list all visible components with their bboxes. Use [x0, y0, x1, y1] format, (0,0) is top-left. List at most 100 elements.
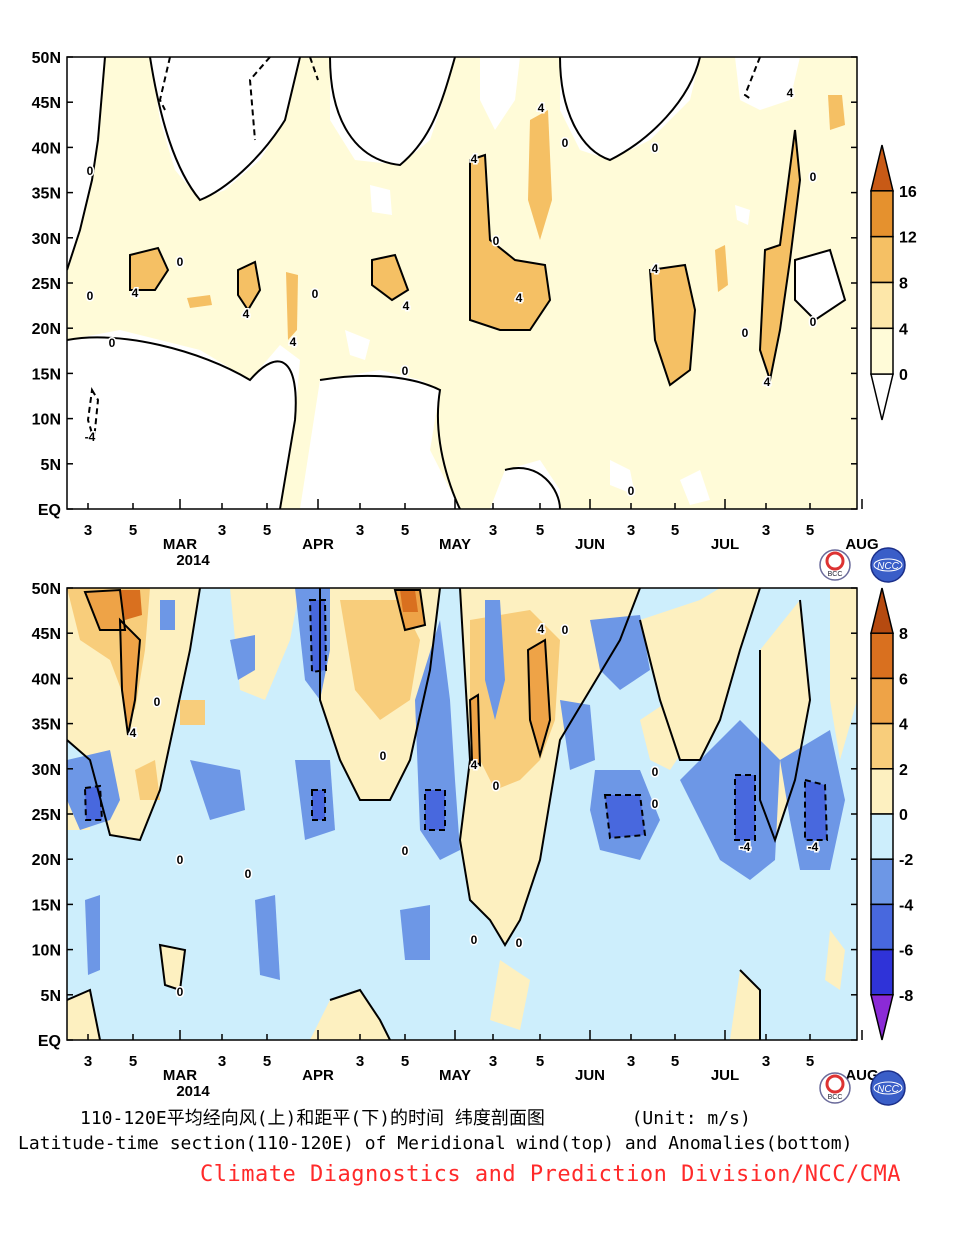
x-tick-label: 3	[84, 1053, 92, 1070]
x-tick-label: MAY	[439, 1067, 471, 1084]
colorbar-swatch	[870, 587, 894, 634]
contour-label: 0	[87, 164, 94, 178]
x-tick-label: 5	[671, 1053, 679, 1070]
y-tick-label: 50N	[32, 581, 61, 598]
x-tick-label: 3	[218, 1053, 226, 1070]
colorbar-swatch	[870, 813, 894, 860]
contour-label: 0	[471, 933, 478, 947]
bottom-contour-labels: 0 0 0 0 0 0 0 0 0 0 0 0 4 4 4 -4 -4	[128, 621, 820, 1001]
contour-label: 4	[130, 726, 137, 740]
x-tick-label: 5	[536, 522, 544, 539]
contour-label: 0	[493, 234, 500, 248]
colorbar-label: 2	[899, 762, 908, 779]
colorbar-label: 8	[899, 626, 908, 643]
x-tick-label: 3	[489, 1053, 497, 1070]
x-tick-label: 5	[536, 1053, 544, 1070]
contour-label: 0	[562, 136, 569, 150]
contour-label: 0	[810, 315, 817, 329]
contour-label: -4	[740, 840, 751, 854]
contour-label: 4	[403, 299, 410, 313]
y-tick-label: 15N	[32, 366, 61, 383]
top-contour-labels: 0 0 0 0 0 0 0 0 0 0 0 0 0 4 4 4 4 4 4 4 4 4 4 -4	[83, 85, 818, 500]
contour-label: 4	[787, 86, 794, 100]
x-tick-label: 5	[129, 1053, 137, 1070]
x-tick-label: 5	[263, 522, 271, 539]
colorbar-label: 0	[899, 807, 908, 824]
x-tick-label: JUL	[711, 536, 739, 553]
colorbar-swatch	[870, 677, 894, 725]
contour-label: 0	[652, 141, 659, 155]
y-tick-label: 50N	[32, 50, 61, 67]
y-tick-label: 45N	[32, 95, 61, 112]
y-tick-label: 10N	[32, 943, 61, 960]
x-tick-label: APR	[302, 1067, 334, 1084]
contour-label: 0	[177, 853, 184, 867]
bottom-y-axis: 50N 45N 40N 35N 30N 25N 20N 15N 10N 5N EQ	[32, 581, 857, 1050]
x-tick-label: 5	[806, 1053, 814, 1070]
bottom-contours	[67, 588, 812, 1040]
bcc-logo-top: BCC	[819, 549, 851, 581]
x-tick-label: 3	[356, 1053, 364, 1070]
caption-organization: Climate Diagnostics and Prediction Divis…	[200, 1162, 902, 1187]
y-tick-label: 40N	[32, 671, 61, 688]
x-tick-label: 3	[356, 522, 364, 539]
x-tick-label: 3	[489, 522, 497, 539]
top-contours	[67, 57, 847, 509]
x-tick-label: 3	[218, 522, 226, 539]
x-tick-label: MAR	[163, 536, 197, 553]
x-tick-label: 3	[762, 1053, 770, 1070]
contour-label: 0	[154, 695, 161, 709]
bcc-logo-bottom: BCC	[819, 1072, 851, 1104]
colorbar-label: -8	[899, 988, 913, 1005]
y-tick-label: EQ	[38, 1033, 61, 1050]
top-y-axis: 50N 45N 40N 35N 30N 25N 20N 15N 10N 5N EQ	[32, 50, 857, 519]
contour-label: 4	[516, 291, 523, 305]
x-tick-label: 5	[401, 1053, 409, 1070]
colorbar-swatch	[870, 373, 894, 421]
contour-label: 0	[177, 255, 184, 269]
colorbar-swatch	[870, 903, 894, 951]
colorbar-swatch	[870, 948, 894, 996]
contour-label: 4	[471, 758, 478, 772]
caption-chinese: 110-120E平均经向风(上)和距平(下)的时间 纬度剖面图 (Unit: m…	[80, 1108, 751, 1129]
y-tick-label: 20N	[32, 321, 61, 338]
contour-label: 4	[471, 152, 478, 166]
top-colorbar: 16 12 8 4 0	[870, 144, 917, 421]
x-tick-label: JUN	[575, 536, 605, 553]
y-tick-label: 40N	[32, 140, 61, 157]
colorbar-swatch	[870, 768, 894, 815]
x-tick-label: 5	[263, 1053, 271, 1070]
x-tick-label: 3	[84, 522, 92, 539]
colorbar-label: -4	[899, 897, 913, 914]
x-tick-label: 5	[671, 522, 679, 539]
top-negative-contours	[86, 57, 761, 441]
bottom-colorbar: 8 6 4 2 0 -2 -4 -6 -8	[870, 587, 913, 1041]
colorbar-label: -2	[899, 852, 913, 869]
colorbar-swatch	[870, 144, 894, 192]
x-tick-label: 3	[762, 522, 770, 539]
x-tick-label: MAY	[439, 536, 471, 553]
contour-label: 0	[312, 287, 319, 301]
colorbar-label: 12	[899, 230, 917, 247]
x-tick-label: 5	[806, 522, 814, 539]
ncc-logo-text: NCC	[877, 1084, 899, 1095]
x-tick-label: 5	[129, 522, 137, 539]
colorbar-label: 4	[899, 717, 908, 734]
x-year-label: 2014	[176, 552, 210, 569]
y-tick-label: 25N	[32, 807, 61, 824]
top-shaded-regions	[67, 57, 845, 509]
contour-label: 0	[742, 326, 749, 340]
colorbar-label: 0	[899, 367, 908, 384]
x-tick-label: 3	[627, 522, 635, 539]
y-tick-label: 5N	[41, 988, 61, 1005]
x-tick-label: AUG	[845, 536, 878, 553]
colorbar-swatch	[870, 327, 894, 375]
ncc-logo-top: NCC	[870, 547, 906, 583]
colorbar-swatch	[870, 190, 894, 238]
top-x-axis: 3 5 MAR 3 5 APR 3 5 MAY 3 5 JUN 3 5 JUL 3 5 AUG 2014	[84, 499, 879, 569]
contour-label: 0	[810, 170, 817, 184]
x-year-label: 2014	[176, 1083, 210, 1100]
